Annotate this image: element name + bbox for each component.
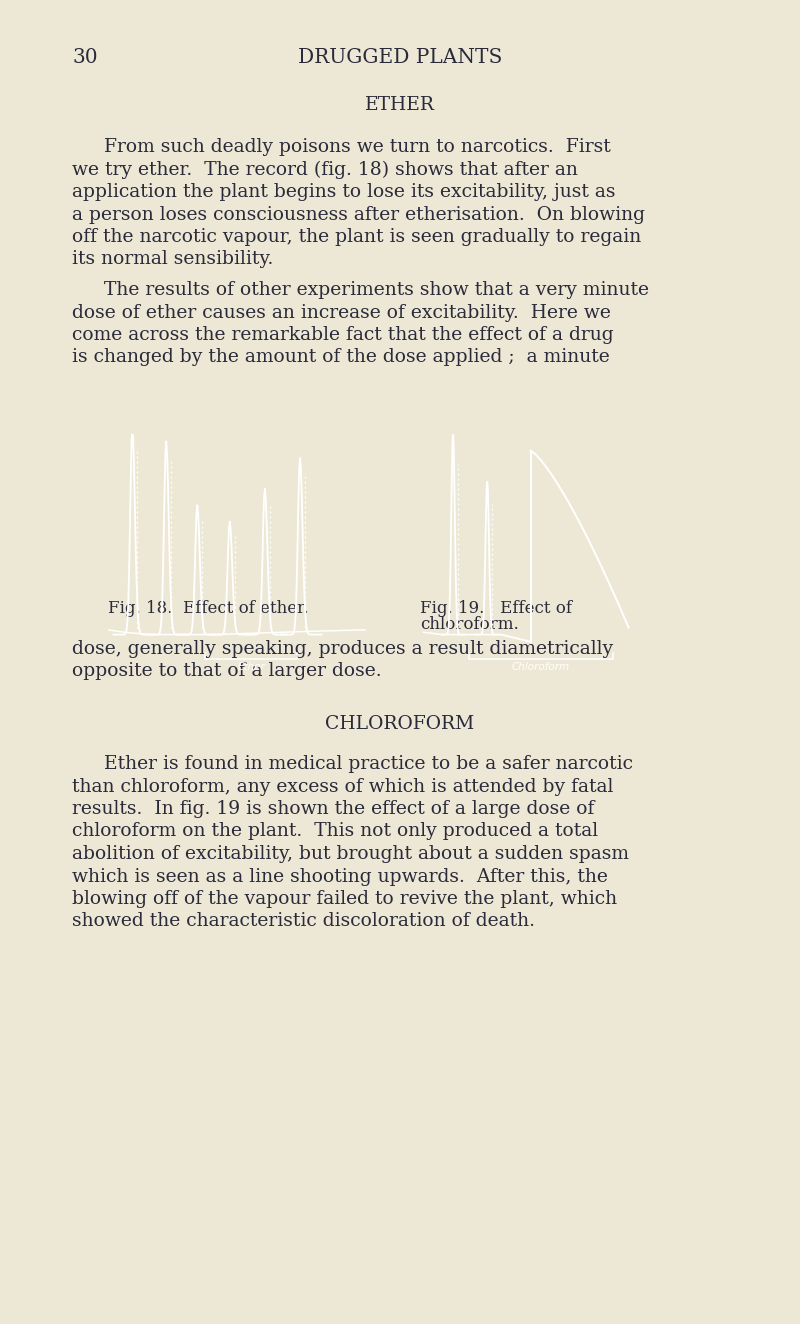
Text: dose, generally speaking, produces a result diametrically: dose, generally speaking, produces a res… — [72, 639, 613, 658]
Text: a person loses consciousness after etherisation.  On blowing: a person loses consciousness after ether… — [72, 205, 645, 224]
Text: we try ether.  The record (fig. 18) shows that after an: we try ether. The record (fig. 18) shows… — [72, 160, 578, 179]
Text: Fig. 18.  Effect of ether.: Fig. 18. Effect of ether. — [108, 600, 309, 617]
Text: chloroform on the plant.  This not only produced a total: chloroform on the plant. This not only p… — [72, 822, 598, 841]
Text: blowing off of the vapour failed to revive the plant, which: blowing off of the vapour failed to revi… — [72, 890, 617, 908]
Text: which is seen as a line shooting upwards.  After this, the: which is seen as a line shooting upwards… — [72, 867, 608, 886]
Text: Ether: Ether — [238, 662, 266, 673]
Text: chloroform.: chloroform. — [420, 616, 518, 633]
Text: DRUGGED PLANTS: DRUGGED PLANTS — [298, 48, 502, 68]
Text: its normal sensibility.: its normal sensibility. — [72, 250, 274, 269]
Text: abolition of excitability, but brought about a sudden spasm: abolition of excitability, but brought a… — [72, 845, 629, 863]
Text: showed the characteristic discoloration of death.: showed the characteristic discoloration … — [72, 912, 535, 931]
Text: Fig. 19.   Effect of: Fig. 19. Effect of — [420, 600, 572, 617]
Text: than chloroform, any excess of which is attended by fatal: than chloroform, any excess of which is … — [72, 777, 614, 796]
Text: off the narcotic vapour, the plant is seen gradually to regain: off the narcotic vapour, the plant is se… — [72, 228, 642, 246]
Text: Ether is found in medical practice to be a safer narcotic: Ether is found in medical practice to be… — [104, 755, 633, 773]
Text: come across the remarkable fact that the effect of a drug: come across the remarkable fact that the… — [72, 326, 614, 344]
Text: opposite to that of a larger dose.: opposite to that of a larger dose. — [72, 662, 382, 681]
Text: Chloroform: Chloroform — [512, 662, 570, 673]
Text: application the plant begins to lose its excitability, just as: application the plant begins to lose its… — [72, 183, 615, 201]
Text: CHLOROFORM: CHLOROFORM — [326, 715, 474, 733]
Text: is changed by the amount of the dose applied ;  a minute: is changed by the amount of the dose app… — [72, 348, 610, 367]
Text: results.  In fig. 19 is shown the effect of a large dose of: results. In fig. 19 is shown the effect … — [72, 800, 594, 818]
Text: ETHER: ETHER — [365, 97, 435, 114]
Text: From such deadly poisons we turn to narcotics.  First: From such deadly poisons we turn to narc… — [104, 138, 610, 156]
Text: 30: 30 — [72, 48, 98, 68]
Text: The results of other experiments show that a very minute: The results of other experiments show th… — [104, 281, 649, 299]
Text: dose of ether causes an increase of excitability.  Here we: dose of ether causes an increase of exci… — [72, 303, 611, 322]
